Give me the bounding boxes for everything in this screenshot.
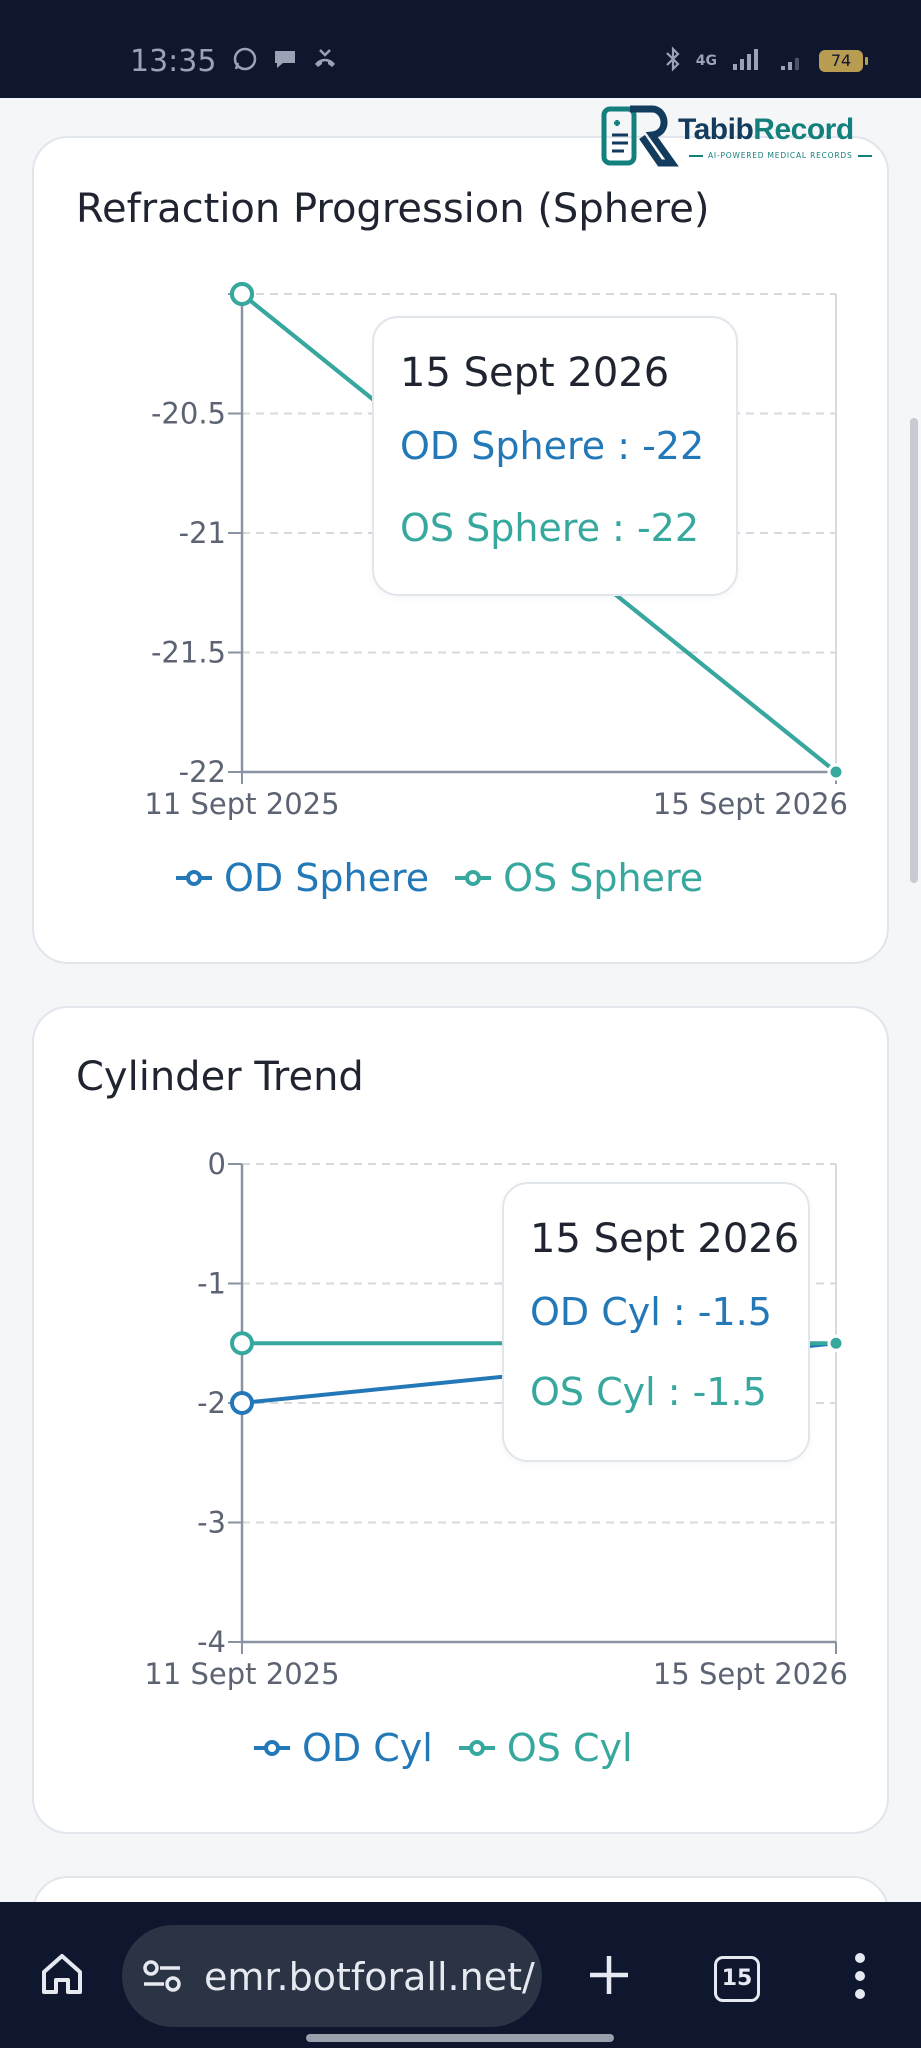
x-tick-label: 11 Sept 2025 (144, 787, 339, 821)
chat-icon (272, 46, 298, 72)
y-tick-label: -4 (197, 1625, 226, 1659)
legend-item-od[interactable]: OD Sphere (176, 856, 429, 900)
legend-os-marker-icon (455, 870, 492, 886)
y-tick-label: -3 (197, 1506, 226, 1540)
home-icon[interactable] (38, 1950, 86, 1998)
y-tick-label: -22 (179, 755, 226, 789)
tooltip-date: 15 Sept 2026 (400, 350, 670, 396)
missed-call-icon (312, 46, 338, 72)
network-type: 4G (695, 53, 717, 69)
card-title: Cylinder Trend (76, 1054, 364, 1100)
y-tick-label: 0 (208, 1147, 226, 1181)
chart-legend: OD Cyl OS Cyl (254, 1726, 633, 1770)
bluetooth-icon (664, 46, 682, 76)
x-tick-label: 15 Sept 2026 (653, 1657, 848, 1691)
x-tick-label: 11 Sept 2025 (144, 1657, 339, 1691)
status-bar: 13:35 4G 74 (0, 0, 921, 98)
y-tick-label: -21 (179, 516, 226, 550)
y-tick-label: -21.5 (151, 636, 226, 670)
new-tab-icon[interactable] (586, 1952, 632, 1998)
legend-item-od[interactable]: OD Cyl (254, 1726, 433, 1770)
legend-od-marker-icon (254, 1740, 290, 1756)
card-title: Refraction Progression (Sphere) (76, 186, 710, 232)
legend-od-label: OD Cyl (302, 1726, 433, 1770)
address-bar[interactable]: emr.botforall.net/ (122, 1925, 542, 2027)
legend-os-marker-icon (458, 1740, 495, 1756)
data-point-os[interactable] (230, 282, 254, 306)
logo-brand-part2: Record (753, 113, 854, 146)
battery-icon: 74 (819, 50, 868, 72)
chart-tooltip: 15 Sept 2026 OD Cyl : -1.5 OS Cyl : -1.5 (502, 1182, 810, 1462)
legend-os-label: OS Sphere (503, 856, 704, 900)
tooltip-os-value: OS Sphere : -22 (400, 506, 700, 550)
logo-brand-part1: Tabib (678, 113, 754, 146)
more-options-icon[interactable] (852, 1952, 868, 2000)
chart-tooltip: 15 Sept 2026 OD Sphere : -22 OS Sphere :… (372, 316, 738, 596)
legend-os-label: OS Cyl (506, 1726, 633, 1770)
tab-switcher-button[interactable]: 15 (714, 1956, 760, 2002)
tabib-record-logo: TabibRecord AI-POWERED MEDICAL RECORDS (600, 103, 868, 171)
signal-icon-2 (779, 46, 805, 76)
data-point-os[interactable] (827, 1334, 845, 1352)
cylinder-line-chart[interactable]: 0 -1 -2 -3 -411 Sept 2025 15 Sept 2026 (34, 1008, 891, 1836)
logo-mark-icon (601, 105, 679, 167)
legend-item-os[interactable]: OS Sphere (455, 856, 703, 900)
logo-brand: TabibRecord (678, 113, 854, 147)
url-text[interactable]: emr.botforall.net/ (204, 1955, 535, 1999)
tooltip-od-value: OD Cyl : -1.5 (530, 1290, 772, 1334)
site-settings-icon[interactable] (142, 1959, 182, 1993)
data-point-od[interactable] (230, 1391, 254, 1415)
page-scrollbar[interactable] (910, 418, 918, 883)
status-right: 4G 74 (664, 46, 868, 76)
chart-legend: OD Sphere OS Sphere (176, 856, 703, 900)
signal-icon (731, 46, 765, 76)
y-tick-label: -1 (197, 1267, 226, 1301)
status-time: 13:35 (130, 44, 217, 79)
legend-od-label: OD Sphere (224, 856, 430, 900)
gesture-handle[interactable] (306, 2034, 614, 2042)
legend-item-os[interactable]: OS Cyl (458, 1726, 633, 1770)
tooltip-od-value: OD Sphere : -22 (400, 424, 705, 468)
notification-icons (232, 46, 338, 72)
tooltip-os-value: OS Cyl : -1.5 (530, 1370, 767, 1414)
data-point-os[interactable] (827, 763, 845, 781)
logo-tagline: AI-POWERED MEDICAL RECORDS (684, 151, 877, 160)
data-point-os[interactable] (230, 1331, 254, 1356)
sphere-chart-card: Refraction Progression (Sphere) -20.5 -21… (32, 136, 889, 964)
y-tick-label: -2 (197, 1386, 226, 1420)
legend-od-marker-icon (176, 870, 212, 886)
y-tick-label: -20.5 (151, 397, 226, 431)
x-tick-label: 15 Sept 2026 (653, 787, 848, 821)
whatsapp-icon (232, 46, 258, 72)
cylinder-chart-card: Cylinder Trend 0 -1 -2 -3 -4 11 Sept 2025 15 S… (32, 1006, 889, 1834)
tooltip-date: 15 Sept 2026 (530, 1216, 800, 1262)
